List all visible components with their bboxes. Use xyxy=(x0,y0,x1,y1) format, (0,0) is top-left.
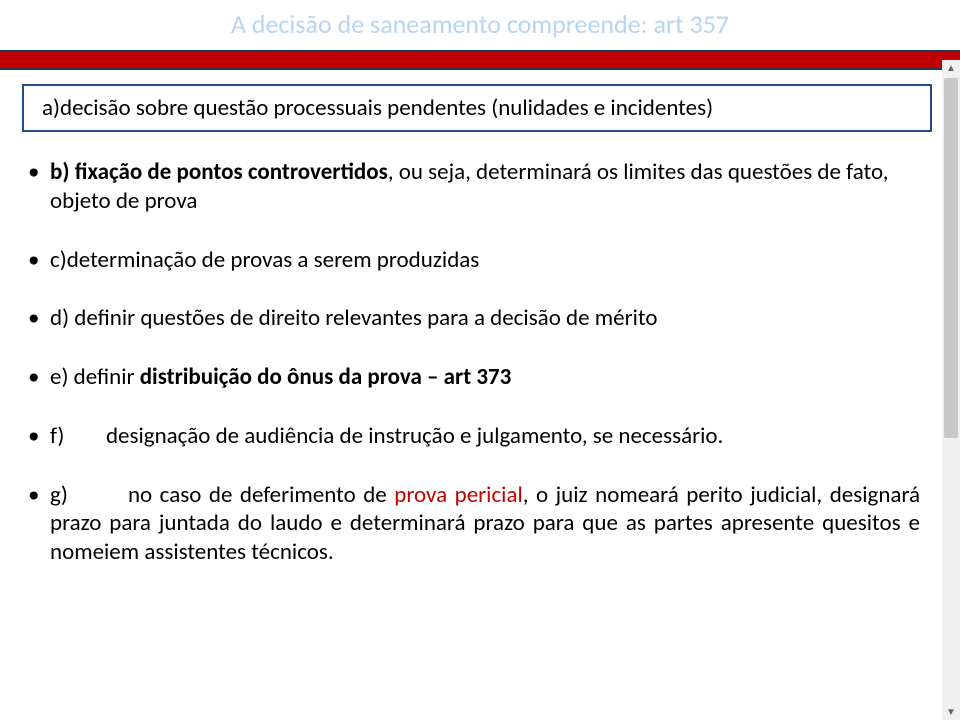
intro-box: a)decisão sobre questão processuais pend… xyxy=(22,84,932,132)
scroll-down-icon[interactable]: ▼ xyxy=(945,706,957,718)
item-e: e) definir distribuição do ônus da prova… xyxy=(28,363,920,392)
item-f: f) designação de audiência de instrução … xyxy=(28,422,920,451)
item-g-red: prova pericial xyxy=(394,481,522,509)
item-f-label: f) xyxy=(50,422,64,450)
item-f-rest: designação de audiência de instrução e j… xyxy=(106,422,723,450)
item-g-rest1: no caso de deferimento de xyxy=(128,481,394,509)
item-b-label: b) fixação de pontos controvertidos xyxy=(50,158,388,186)
item-d: d) definir questões de direito relevante… xyxy=(28,304,920,333)
divider-bar xyxy=(0,50,960,70)
item-e-bold: distribuição do ônus da prova – art 373 xyxy=(140,363,512,391)
item-c-text: c)determinação de provas a serem produzi… xyxy=(50,246,479,274)
item-b: b) fixação de pontos controvertidos, ou … xyxy=(28,158,920,216)
bullet-list: b) fixação de pontos controvertidos, ou … xyxy=(28,158,920,567)
slide: A decisão de saneamento compreende: art … xyxy=(0,0,960,720)
item-e-pre: e) definir xyxy=(50,363,140,391)
item-g: g) no caso de deferimento de prova peric… xyxy=(28,481,920,567)
scroll-up-icon[interactable]: ▲ xyxy=(945,62,957,74)
item-c: c)determinação de provas a serem produzi… xyxy=(28,246,920,275)
item-g-label: g) xyxy=(50,481,68,509)
scrollbar[interactable]: ▲ ▼ xyxy=(942,60,960,720)
title-bar: A decisão de saneamento compreende: art … xyxy=(0,0,960,50)
intro-text: a)decisão sobre questão processuais pend… xyxy=(42,94,713,122)
slide-title: A decisão de saneamento compreende: art … xyxy=(231,8,729,40)
scroll-thumb[interactable] xyxy=(944,78,958,438)
item-d-text: d) definir questões de direito relevante… xyxy=(50,304,657,332)
